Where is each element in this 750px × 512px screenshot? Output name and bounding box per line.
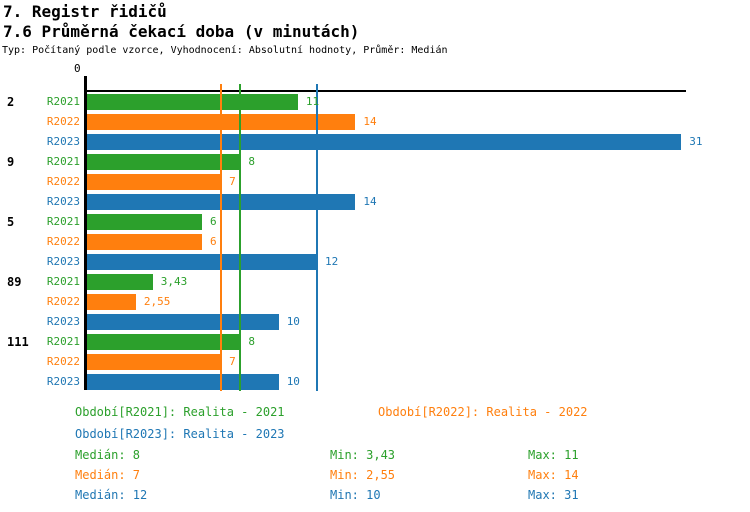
series-row-label: R2022 bbox=[46, 235, 80, 248]
series-row-label: R2023 bbox=[46, 135, 80, 148]
series-row-label: R2022 bbox=[46, 175, 80, 188]
stat-median-r2022: Medián: 7 bbox=[75, 468, 141, 482]
bar-row: R2022 6 bbox=[47, 232, 687, 252]
bar-r2022 bbox=[87, 174, 222, 190]
series-row-label: R2023 bbox=[46, 315, 80, 328]
bar-value-label: 6 bbox=[210, 235, 217, 248]
bar-r2022 bbox=[87, 354, 222, 370]
series-row-label: R2021 bbox=[46, 275, 80, 288]
stat-min-r2023: Min: 10 bbox=[330, 488, 381, 502]
group-category-label: 2 bbox=[7, 95, 15, 109]
bar-row: R2021 8 bbox=[47, 152, 687, 172]
bar-row: R2022 7 bbox=[47, 172, 687, 192]
bar-value-label: 3,43 bbox=[160, 275, 188, 288]
series-row-label: R2021 bbox=[46, 95, 80, 108]
stat-min-r2022: Min: 2,55 bbox=[330, 468, 396, 482]
bar-r2021 bbox=[87, 214, 203, 230]
bar-r2021 bbox=[87, 154, 241, 170]
x-axis-line bbox=[84, 90, 686, 92]
series-row-label: R2021 bbox=[46, 215, 80, 228]
chart-subtitle: Typ: Počítaný podle vzorce, Vyhodnocení:… bbox=[2, 45, 448, 56]
y-axis-line bbox=[84, 76, 87, 390]
series-row-label: R2021 bbox=[46, 155, 80, 168]
bar-row: R2022 2,55 bbox=[47, 292, 687, 312]
legend-item-r2021: Období[R2021]: Realita - 2021 bbox=[75, 405, 285, 419]
bar-row: R2021 3,43 bbox=[47, 272, 687, 292]
legend-item-r2022: Období[R2022]: Realita - 2022 bbox=[378, 405, 588, 419]
group-category-label: 89 bbox=[7, 275, 22, 289]
bar-value-label: 12 bbox=[325, 255, 339, 268]
bar-r2021 bbox=[87, 334, 241, 350]
bar-row: R2023 14 bbox=[47, 192, 687, 212]
series-row-label: R2022 bbox=[46, 295, 80, 308]
x-axis-zero-label: 0 bbox=[74, 62, 81, 75]
series-row-label: R2022 bbox=[46, 115, 80, 128]
bar-row: R2022 14 bbox=[47, 112, 687, 132]
bar-r2023 bbox=[87, 134, 682, 150]
bar-chart: 2 R2021 11 R2022 14 R2023 31 9 R2021 8 R… bbox=[7, 84, 702, 392]
bar-value-label: 10 bbox=[286, 315, 300, 328]
chart-title: 7.6 Průměrná čekací doba (v minutách) bbox=[3, 22, 360, 41]
series-row-label: R2023 bbox=[46, 255, 80, 268]
stat-max-r2021: Max: 11 bbox=[528, 448, 579, 462]
bar-value-label: 8 bbox=[248, 335, 255, 348]
bar-r2021 bbox=[87, 94, 298, 110]
stat-max-r2023: Max: 31 bbox=[528, 488, 579, 502]
bar-value-label: 8 bbox=[248, 155, 255, 168]
stat-median-r2021: Medián: 8 bbox=[75, 448, 141, 462]
series-row-label: R2021 bbox=[46, 335, 80, 348]
page-title: 7. Registr řidičů bbox=[3, 2, 167, 21]
median-line-r2023 bbox=[316, 84, 319, 391]
median-line-r2021 bbox=[239, 84, 242, 391]
bar-value-label: 6 bbox=[210, 215, 217, 228]
bar-r2022 bbox=[87, 234, 203, 250]
group-category-label: 111 bbox=[7, 335, 29, 349]
bar-group-111: 111 R2021 8 R2022 7 R2023 10 bbox=[7, 332, 687, 392]
bar-r2023 bbox=[87, 314, 279, 330]
bar-row: R2022 7 bbox=[47, 352, 687, 372]
stat-max-r2022: Max: 14 bbox=[528, 468, 579, 482]
stat-median-r2023: Medián: 12 bbox=[75, 488, 148, 502]
median-line-r2022 bbox=[220, 84, 223, 391]
bar-row: R2023 12 bbox=[47, 252, 687, 272]
bar-group-2: 2 R2021 11 R2022 14 R2023 31 bbox=[7, 92, 702, 152]
bar-r2023 bbox=[87, 374, 279, 390]
bar-value-label: 11 bbox=[305, 95, 320, 108]
series-row-label: R2022 bbox=[46, 355, 80, 368]
legend-item-r2023: Období[R2023]: Realita - 2023 bbox=[75, 427, 285, 441]
bar-value-label: 7 bbox=[229, 175, 236, 188]
bar-value-label: 2,55 bbox=[143, 295, 171, 308]
group-category-label: 5 bbox=[7, 215, 15, 229]
bar-r2023 bbox=[87, 254, 318, 270]
bar-row: R2023 31 bbox=[47, 132, 702, 152]
group-category-label: 9 bbox=[7, 155, 15, 169]
bar-row: R2021 6 bbox=[47, 212, 687, 232]
bar-value-label: 14 bbox=[363, 115, 377, 128]
series-row-label: R2023 bbox=[46, 375, 80, 388]
bar-group-9: 9 R2021 8 R2022 7 R2023 14 bbox=[7, 152, 687, 212]
bar-r2022 bbox=[87, 294, 136, 310]
bar-value-label: 31 bbox=[689, 135, 703, 148]
bar-group-89: 89 R2021 3,43 R2022 2,55 R2023 10 bbox=[7, 272, 687, 332]
bar-value-label: 7 bbox=[229, 355, 236, 368]
series-row-label: R2023 bbox=[46, 195, 80, 208]
bar-group-5: 5 R2021 6 R2022 6 R2023 12 bbox=[7, 212, 687, 272]
bar-r2021 bbox=[87, 274, 153, 290]
bar-row: R2021 8 bbox=[47, 332, 687, 352]
stat-min-r2021: Min: 3,43 bbox=[330, 448, 396, 462]
bar-value-label: 14 bbox=[363, 195, 377, 208]
bar-value-label: 10 bbox=[286, 375, 300, 388]
bar-row: R2021 11 bbox=[47, 92, 687, 112]
bar-row: R2023 10 bbox=[47, 372, 687, 392]
bar-row: R2023 10 bbox=[47, 312, 687, 332]
